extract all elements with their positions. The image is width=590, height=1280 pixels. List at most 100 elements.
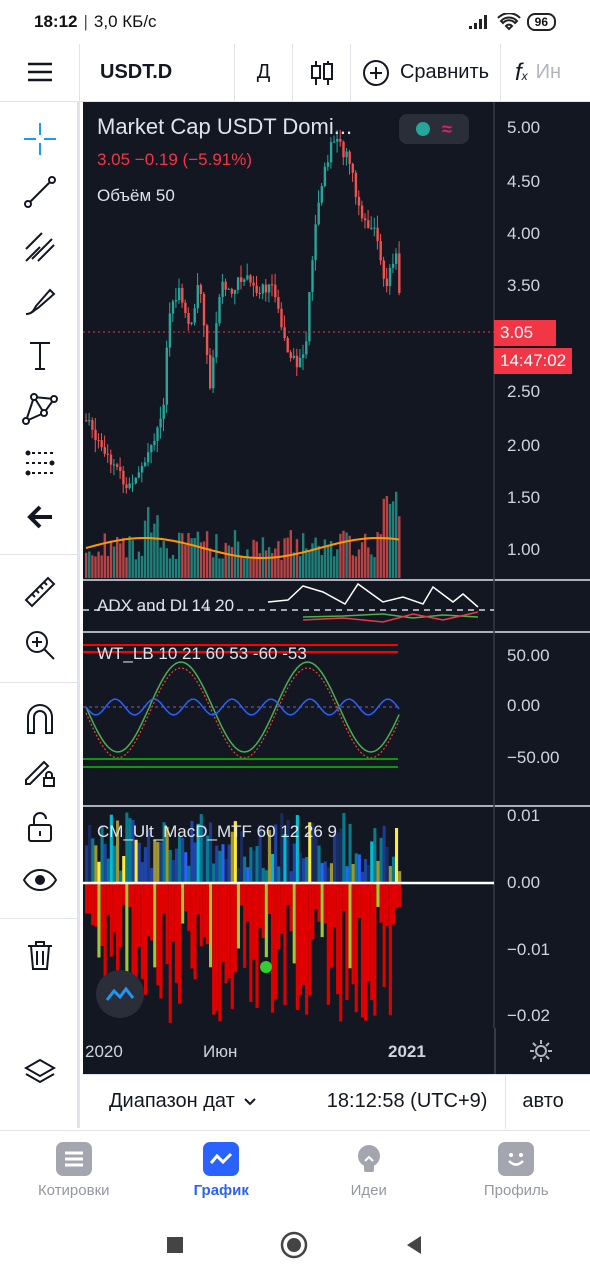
pattern-tool[interactable] [0,384,80,434]
macd-upper-bar [298,852,302,882]
remove-drawings-tool[interactable] [0,930,80,980]
macd-histogram-lower [85,884,402,1023]
interval-button[interactable]: Д [235,43,293,102]
stay-in-drawing-mode-tool[interactable] [0,747,80,797]
chart-canvas[interactable]: Market Cap USDT Domi... 3.05 −0.19 (−5.9… [83,102,590,1028]
menu-button[interactable] [0,43,80,102]
cloud-chart-icon [105,986,135,1001]
home-icon[interactable] [280,1231,308,1259]
hide-drawings-tool[interactable] [0,855,80,905]
candle-body [171,301,175,314]
volume-bar [236,541,240,578]
macd-lower-bar [305,884,309,1015]
nav-quotes[interactable]: Котировки [0,1131,148,1210]
lock-drawing-icon [25,760,55,787]
text-icon [30,342,50,370]
chart-settings-icon[interactable] [529,1039,553,1063]
macd-upper-bar [264,870,268,882]
magnet-tool[interactable] [0,694,80,744]
nav-ideas[interactable]: Идеи [295,1131,443,1210]
recent-apps-icon[interactable] [165,1235,185,1255]
macd-upper-bar [274,824,278,882]
pitchfork-tool[interactable] [0,222,80,272]
macd-upper-bar [243,856,247,882]
pitchfork-icon [25,232,55,262]
volume-bar [233,530,237,578]
macd-lower-bar [302,884,306,985]
volume-bar [230,547,234,578]
macd-upper-bar [373,828,377,882]
auto-scale-button[interactable]: авто [522,1090,564,1112]
macd-lower-bar [218,884,222,1022]
volume-bar [360,542,364,578]
macd-upper-bar [295,815,299,882]
volume-bar [267,547,271,578]
macd-lower-bar [233,884,237,973]
macd-upper-bar [370,841,374,882]
compare-button[interactable]: Сравнить [351,43,501,102]
macd-lower-bar [367,884,371,982]
zoom-in-tool[interactable] [0,620,80,670]
trash-icon [28,941,52,970]
timezone-clock[interactable]: 18:12:58 (UTC+9) [326,1090,488,1112]
macd-upper-bar [329,863,333,882]
candle-body [339,138,342,142]
macd-upper-bar [153,839,157,882]
macd-upper-bar [137,842,141,882]
nav-profile[interactable]: Профиль [443,1131,590,1210]
pattern-icon [22,393,58,425]
candle-body [165,347,168,405]
macd-lower-bar [311,884,315,940]
object-tree-tool[interactable] [0,1047,80,1097]
macd-lower-bar [391,884,395,925]
volume-bar [323,539,327,578]
macd-upper-bar [128,818,132,882]
candle-body [357,196,361,206]
candle-body [351,163,354,173]
macd-lower-bar [240,884,244,906]
candle-body [395,253,398,264]
candle-body [292,355,296,358]
macd-lower-bar [336,884,340,995]
volume-bar [116,537,119,578]
candles-icon [310,60,333,85]
macd-upper-bar [326,867,330,882]
lock-all-drawings-tool[interactable] [0,802,80,852]
indicators-button[interactable]: fx Ин [501,44,590,102]
macd-upper-bar [311,823,315,882]
volume-bar [246,549,249,578]
macd-lower-bar [326,884,330,1005]
date-range-dropdown[interactable]: Диапазон дат [109,1090,257,1113]
macd-lower-bar [295,884,299,1010]
macd-lower-bar [125,884,129,1009]
candle-body [196,284,199,309]
collapse-tools-button[interactable] [0,492,80,542]
volume-bar [181,533,184,578]
nav-chart[interactable]: График [148,1131,296,1210]
ruler-tool[interactable] [0,567,80,617]
crosshair-tool[interactable] [0,114,80,164]
volume-bar [379,534,382,578]
candle-body [88,420,91,422]
macd-upper-bar [227,844,231,882]
back-icon[interactable] [403,1234,425,1256]
symbol-search-button[interactable]: USDT.D [80,43,235,102]
prediction-tool[interactable] [0,438,80,488]
macd-upper-bar [221,844,225,882]
macd-upper-bar [100,825,104,882]
text-tool[interactable] [0,330,80,380]
tradingview-logo-button[interactable] [96,970,144,1018]
unlock-icon [28,812,52,842]
volume-bar [174,558,178,578]
time-axis[interactable]: 2020 Июн 2021 [83,1028,590,1074]
brush-tool[interactable] [0,277,80,327]
chart-svg[interactable] [83,102,590,1028]
price-tick: 5.00 [507,118,541,137]
macd-upper-bar [181,837,185,882]
macd-upper-bar [165,826,169,882]
macd-upper-bar [246,867,250,882]
chart-type-button[interactable] [293,43,351,102]
trend-line-tool[interactable] [0,167,80,217]
volume-bar [348,535,351,578]
chart-status-toggle[interactable]: ≈ [399,114,469,144]
